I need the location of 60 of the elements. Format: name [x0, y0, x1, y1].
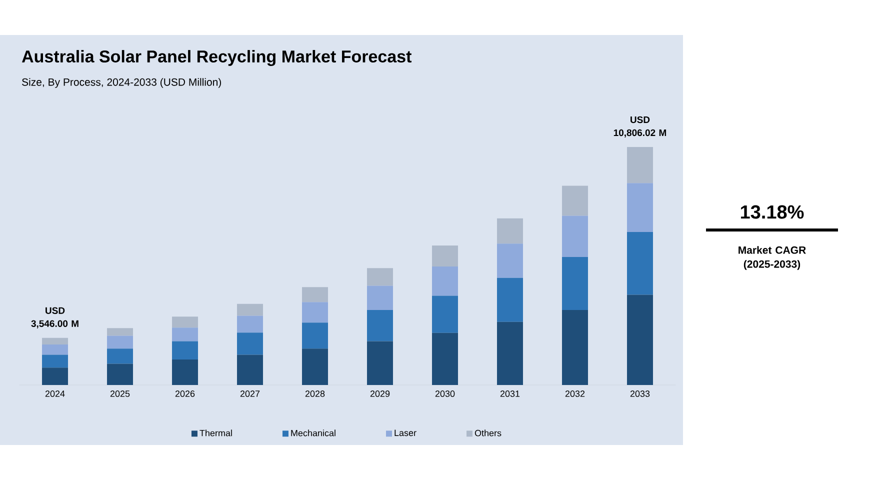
x-tick-label: 2031 [500, 390, 520, 397]
x-tick-label: 2028 [305, 390, 325, 397]
x-tick-label: 2027 [240, 390, 260, 397]
bar [627, 294, 653, 385]
bar [172, 360, 198, 385]
bar [302, 322, 328, 349]
bar [237, 332, 264, 355]
x-tick-label: 2025 [110, 390, 130, 397]
bar [237, 354, 264, 385]
bar [367, 310, 393, 342]
bar [42, 368, 68, 385]
legend-label: Others [474, 430, 502, 436]
bar [237, 316, 264, 333]
bar [367, 286, 393, 310]
bar [497, 278, 523, 322]
total-label: USD 10,806.02 M [614, 116, 666, 138]
x-tick-label: 2029 [370, 390, 390, 397]
bar [42, 354, 68, 368]
bar [562, 256, 588, 310]
legend-label: Laser [394, 430, 416, 436]
chart-title: Australia Solar Panel Recycling Market Forecast [22, 50, 412, 66]
bar [497, 218, 523, 244]
bar [497, 244, 523, 278]
bar [302, 287, 328, 302]
bar [172, 341, 198, 360]
bar [237, 304, 264, 316]
text: Market CAGR (2025-2033) [738, 246, 806, 270]
bar [432, 266, 458, 296]
bar [107, 336, 134, 349]
x-tick-label: 2024 [45, 390, 65, 397]
bar [107, 348, 134, 364]
bar [302, 348, 328, 385]
x-tick-label: 2033 [630, 390, 650, 397]
bar [42, 338, 68, 345]
legend-label: Thermal [200, 430, 232, 436]
bar [562, 310, 588, 385]
bar [432, 332, 458, 385]
bar [367, 341, 393, 385]
text: 13.18% [740, 205, 804, 219]
bar [562, 186, 588, 216]
x-tick-label: 2030 [435, 390, 455, 397]
bar [432, 246, 458, 266]
bar [107, 364, 134, 385]
bar [562, 216, 588, 257]
bar [302, 302, 328, 323]
total-label: USD 3,546.00 M [31, 307, 78, 328]
x-tick-label: 2032 [565, 390, 585, 397]
bar [627, 146, 653, 184]
bar [627, 183, 653, 232]
bar [497, 322, 523, 385]
bar [432, 296, 458, 333]
bar [172, 328, 198, 342]
bar [627, 232, 653, 295]
bar [107, 328, 134, 336]
x-tick-label: 2026 [175, 390, 195, 397]
bar [367, 268, 393, 286]
bar [172, 316, 198, 328]
legend-label: Mechanical [291, 430, 336, 436]
bar [42, 344, 68, 355]
chart-subtitle: Size, By Process, 2024-2033 (USD Million) [22, 78, 222, 88]
